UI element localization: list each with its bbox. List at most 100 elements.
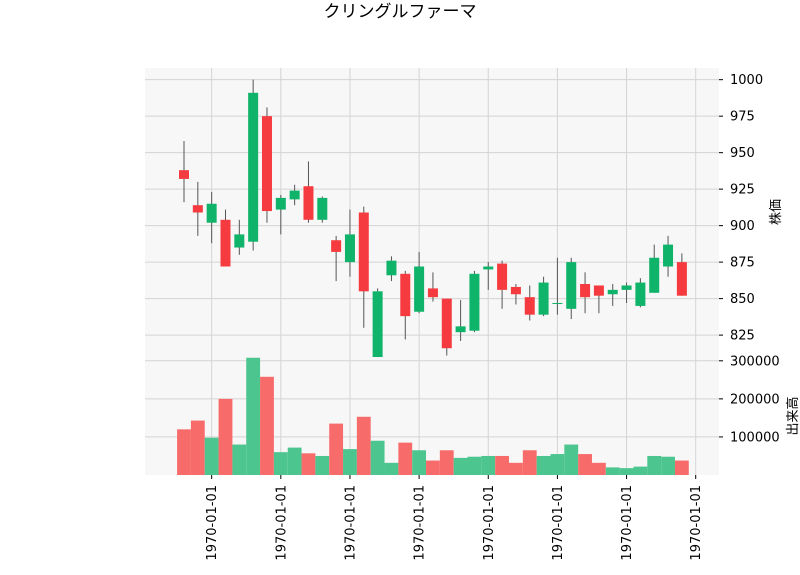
price-candles xyxy=(179,79,687,357)
price-axis-label: 株価 xyxy=(769,199,784,225)
volume-tick-label: 200000 xyxy=(730,392,780,407)
candle xyxy=(427,272,438,302)
volume-tick-label: 300000 xyxy=(730,354,780,369)
candle-body xyxy=(649,257,660,293)
candle xyxy=(566,257,577,320)
candle-body xyxy=(524,297,535,315)
candle xyxy=(414,251,425,314)
price-tick-label: 975 xyxy=(730,110,755,125)
candle xyxy=(206,192,217,244)
candle xyxy=(372,288,383,357)
candle-body xyxy=(289,190,300,200)
candle xyxy=(663,235,674,277)
volume-bar xyxy=(522,450,537,475)
candle xyxy=(275,194,286,235)
candle-body xyxy=(275,197,286,210)
volume-bar xyxy=(273,452,288,475)
candle-body xyxy=(441,298,452,349)
candle xyxy=(455,300,466,341)
candle-body xyxy=(497,263,508,290)
candle xyxy=(538,276,549,317)
candle xyxy=(524,285,535,321)
candle-body xyxy=(663,244,674,267)
volume-bar xyxy=(232,444,247,475)
candle-body xyxy=(552,302,563,304)
candle-body xyxy=(483,266,494,270)
volume-bar xyxy=(453,457,468,475)
candle-body xyxy=(261,116,272,212)
candle-body xyxy=(510,286,521,295)
price-tick-label: 875 xyxy=(730,256,755,271)
volume-bar xyxy=(439,450,454,475)
candle-body xyxy=(455,326,466,333)
candle-body xyxy=(358,212,369,292)
candle xyxy=(469,270,480,333)
candle xyxy=(580,272,591,314)
x-tick-label: 1970-01-01 xyxy=(620,485,635,561)
candle-body xyxy=(676,262,687,296)
candle xyxy=(386,256,397,282)
price-tick-label: 825 xyxy=(730,329,755,344)
volume-bar xyxy=(633,466,648,475)
candle-body xyxy=(192,205,203,213)
candle-body xyxy=(538,282,549,315)
volume-bar xyxy=(467,456,482,475)
chart-title: クリングルファーマ xyxy=(324,2,477,22)
candle-body xyxy=(635,282,646,306)
candle xyxy=(676,253,687,296)
x-axis: 1970-01-01 1970-01-01 1970-01-01 1970-01-01… xyxy=(205,475,704,561)
volume-bar xyxy=(301,453,316,475)
candle xyxy=(635,278,646,308)
volume-bar xyxy=(564,444,579,475)
candle-body xyxy=(179,170,189,179)
candle xyxy=(179,140,189,203)
volume-bar xyxy=(481,455,496,475)
x-tick-label: 1970-01-01 xyxy=(551,485,566,561)
price-axis: 1000 975 950 925 900 875 850 825 xyxy=(719,73,763,344)
volume-bar xyxy=(426,460,440,475)
candle xyxy=(344,209,355,277)
candle-body xyxy=(414,266,425,312)
candle-body xyxy=(220,219,231,267)
volume-bar xyxy=(287,447,302,475)
price-tick-label: 850 xyxy=(730,292,755,307)
candle xyxy=(510,284,521,305)
candle xyxy=(400,270,411,340)
candle-body xyxy=(234,234,245,248)
candle-body xyxy=(469,273,480,331)
x-tick-label: 1970-01-01 xyxy=(274,485,289,561)
volume-bar xyxy=(647,455,662,475)
volume-bar xyxy=(384,462,399,475)
candle-body xyxy=(248,92,259,242)
price-tick-label: 950 xyxy=(730,146,755,161)
volume-axis-label: 出来高 xyxy=(785,396,800,435)
volume-bar xyxy=(398,442,413,475)
volume-bar xyxy=(260,376,274,475)
candle xyxy=(331,235,342,282)
candle xyxy=(317,196,328,223)
price-tick-label: 900 xyxy=(730,219,755,234)
candle-body xyxy=(344,234,355,263)
price-panel-background xyxy=(145,68,719,357)
volume-bar xyxy=(412,450,427,475)
candle xyxy=(303,161,314,223)
volume-bar xyxy=(509,462,523,475)
candle-body xyxy=(621,285,632,290)
volume-bar xyxy=(246,357,261,475)
candle xyxy=(607,284,618,306)
candle xyxy=(248,79,259,251)
candle xyxy=(358,206,369,328)
candle xyxy=(441,298,452,356)
price-tick-label: 925 xyxy=(730,183,755,198)
candle-body xyxy=(580,284,591,298)
volume-bar xyxy=(370,440,385,475)
candle xyxy=(261,107,272,223)
candle xyxy=(483,262,494,290)
volume-bar xyxy=(315,455,330,475)
candle-body xyxy=(317,197,328,220)
volume-tick-label: 100000 xyxy=(730,430,780,445)
volume-bar xyxy=(177,429,191,475)
candle-body xyxy=(593,285,604,296)
price-tick-label: 1000 xyxy=(730,73,763,88)
